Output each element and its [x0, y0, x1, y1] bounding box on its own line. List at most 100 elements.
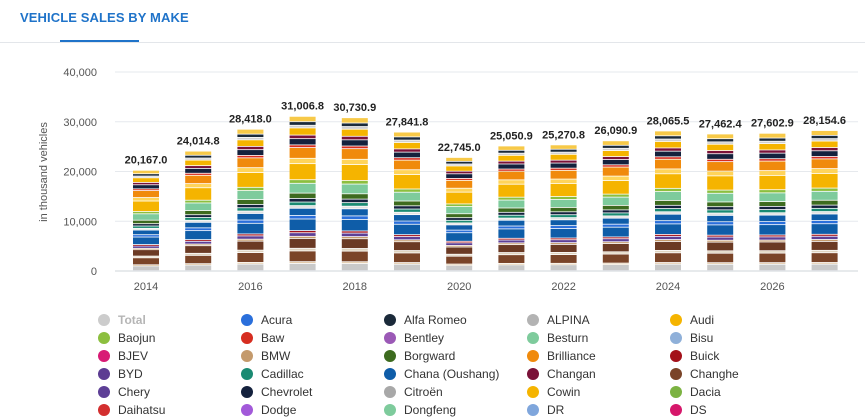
legend-item-dr[interactable]: DR [527, 401, 564, 419]
bar-segment-chevrolet[interactable] [341, 199, 368, 203]
legend-item-cadillac[interactable]: Cadillac [241, 365, 304, 383]
bar-segment-citroen[interactable] [759, 264, 786, 271]
bar-segment-borgward[interactable] [655, 200, 681, 205]
bar-segment-acura[interactable] [133, 235, 159, 237]
bar-segment-brilliance[interactable] [759, 161, 786, 171]
bar-segment-chana[interactable] [655, 224, 681, 235]
bar-segment-citroen[interactable] [289, 263, 316, 271]
bar-segment-acura[interactable] [759, 221, 786, 225]
bar-segment-chana[interactable] [550, 228, 577, 238]
bar-segment-audi[interactable] [811, 173, 838, 188]
bar-segment-cowin[interactable] [759, 133, 786, 138]
bar-segment-acura[interactable] [550, 226, 577, 229]
bar-segment-chana[interactable] [811, 214, 838, 221]
bar-segment-changhe[interactable] [602, 254, 629, 263]
bar-segment-changhe[interactable] [446, 247, 473, 254]
bar-segment-alpina[interactable] [811, 139, 838, 141]
bar-segment-borgward[interactable] [759, 202, 786, 206]
bar-segment-baojun[interactable] [550, 196, 577, 200]
bar-segment-chana[interactable] [602, 218, 629, 224]
bar-segment-alpina[interactable] [707, 213, 734, 216]
bar-segment-acura[interactable] [498, 226, 525, 229]
bar-segment-baojun[interactable] [811, 188, 838, 191]
bar-segment-audi[interactable] [341, 165, 368, 181]
bar-segment-cowin[interactable] [289, 158, 316, 164]
bar-segment-audi[interactable] [498, 184, 525, 197]
bar-segment-bmw[interactable] [550, 243, 577, 245]
bar-segment-cadillac[interactable] [341, 203, 368, 206]
bar-segment-bmw[interactable] [759, 263, 786, 264]
bar-segment-alfa-romeo[interactable] [550, 163, 577, 168]
bar-segment-chery[interactable] [289, 233, 316, 236]
bar-segment-buick[interactable] [602, 237, 629, 239]
bar-segment-citroen[interactable] [185, 265, 212, 271]
legend-item-besturn[interactable]: Besturn [527, 329, 588, 347]
bar-segment-brilliance[interactable] [341, 149, 368, 159]
bar-segment-alpina[interactable] [602, 216, 629, 218]
bar-segment-borgward[interactable] [185, 210, 212, 215]
bar-segment-changan[interactable] [602, 156, 629, 160]
bar-segment-alpina[interactable] [707, 142, 734, 144]
legend-item-total[interactable]: Total [98, 311, 146, 329]
bar-segment-bmw[interactable] [602, 242, 629, 244]
bar-segment-buick[interactable] [811, 234, 838, 236]
bar-segment-alfa-romeo[interactable] [289, 139, 316, 145]
bar-segment-alfa-romeo[interactable] [707, 139, 734, 142]
bar-segment-alpina[interactable] [602, 148, 629, 151]
bar-segment-alfa-romeo[interactable] [655, 136, 681, 139]
bar-segment-alpina[interactable] [446, 223, 473, 225]
bar-segment-alpina[interactable] [446, 164, 473, 166]
legend-item-chery[interactable]: Chery [98, 383, 150, 401]
bar-segment-brilliance[interactable] [446, 180, 473, 188]
bar-segment-baw[interactable] [446, 178, 473, 180]
bar-segment-audi[interactable] [289, 128, 316, 135]
bar-segment-chevrolet[interactable] [185, 215, 212, 218]
bar-segment-brilliance[interactable] [550, 170, 577, 179]
bar-segment-changan[interactable] [811, 147, 838, 151]
legend-item-borgward[interactable]: Borgward [384, 347, 455, 365]
bar-segment-cowin[interactable] [133, 170, 159, 174]
bar-segment-besturn[interactable] [185, 203, 212, 211]
bar-segment-bmw[interactable] [707, 251, 734, 253]
bar-segment-besturn[interactable] [655, 191, 681, 201]
bar-segment-chery[interactable] [602, 239, 629, 242]
bar-segment-chevrolet[interactable] [759, 206, 786, 210]
bar-segment-borgward[interactable] [550, 207, 577, 212]
legend-item-bisu[interactable]: Bisu [670, 329, 713, 347]
bar-segment-chery[interactable] [550, 240, 577, 243]
bar-segment-baw[interactable] [341, 146, 368, 149]
bar-segment-alpina[interactable] [811, 211, 838, 214]
bar-segment-bmw[interactable] [498, 252, 525, 255]
bar-segment-changan[interactable] [446, 171, 473, 174]
bar-segment-buick[interactable] [133, 244, 159, 246]
bar-segment-baojun[interactable] [602, 194, 629, 197]
bar-segment-changan[interactable] [655, 148, 681, 151]
bar-segment-alfa-romeo[interactable] [289, 122, 316, 125]
bar-segment-cowin[interactable] [446, 188, 473, 192]
bar-segment-alfa-romeo[interactable] [759, 138, 786, 141]
bar-2016[interactable] [237, 129, 264, 271]
bar-segment-changhe[interactable] [394, 242, 420, 251]
bar-segment-chery[interactable] [237, 236, 264, 239]
bar-segment-borgward[interactable] [707, 202, 734, 207]
bar-segment-alfa-romeo[interactable] [811, 135, 838, 139]
bar-segment-cadillac[interactable] [602, 213, 629, 216]
bar-segment-bmw[interactable] [498, 243, 525, 245]
bar-segment-bmw[interactable] [289, 248, 316, 251]
bar-segment-cowin[interactable] [759, 171, 786, 175]
bar-segment-buick[interactable] [550, 238, 577, 240]
bar-segment-acura[interactable] [707, 222, 734, 225]
bar-segment-chery[interactable] [759, 237, 786, 240]
bar-segment-baw[interactable] [185, 173, 212, 175]
bar-segment-baw[interactable] [759, 159, 786, 161]
bar-segment-changhe[interactable] [811, 241, 838, 250]
legend-item-chevrolet[interactable]: Chevrolet [241, 383, 312, 401]
legend-item-alpina[interactable]: ALPINA [527, 311, 590, 329]
bar-segment-changhe[interactable] [446, 256, 473, 264]
bar-segment-chana[interactable] [550, 220, 577, 226]
bar-segment-cowin[interactable] [550, 145, 577, 149]
bar-segment-chana[interactable] [498, 229, 525, 238]
bar-segment-chery[interactable] [133, 246, 159, 248]
bar-segment-alpina[interactable] [237, 211, 264, 214]
bar-segment-audi[interactable] [655, 141, 681, 148]
